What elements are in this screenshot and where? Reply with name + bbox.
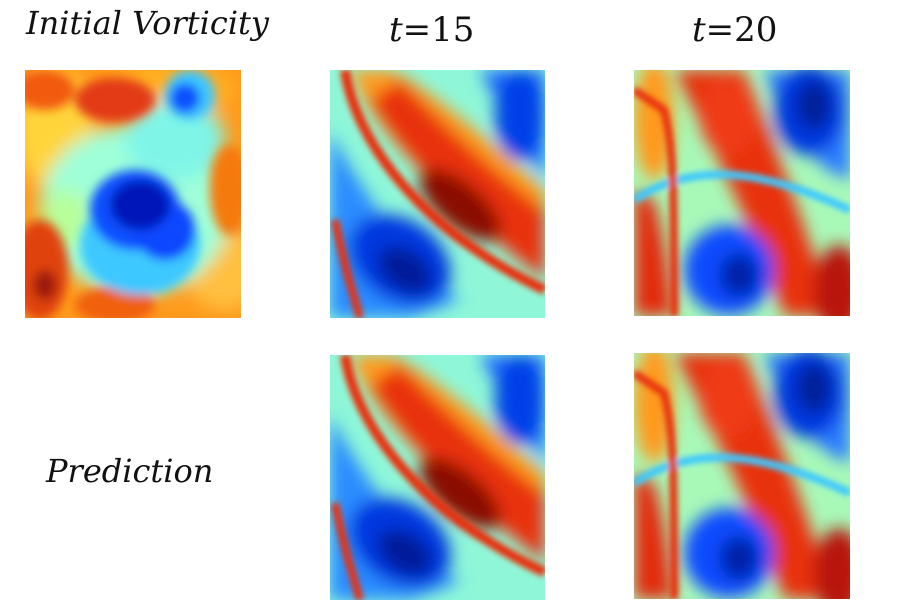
prediction-label: Prediction xyxy=(46,452,214,490)
vorticity-field-t20-prediction xyxy=(634,353,850,599)
time-value: =20 xyxy=(705,10,778,50)
vorticity-field-t15-ground-truth xyxy=(330,70,545,318)
column-title-t15: t=15 xyxy=(389,10,474,50)
column-title-t20: t=20 xyxy=(692,10,777,50)
time-value: =15 xyxy=(402,10,475,50)
time-variable: t xyxy=(389,10,403,50)
initial-vorticity-label: Initial Vorticity xyxy=(26,4,269,42)
vorticity-field-t15-prediction xyxy=(330,355,545,600)
time-variable: t xyxy=(692,10,706,50)
initial-vorticity-field xyxy=(25,70,241,318)
vorticity-field-t20-ground-truth xyxy=(634,70,850,316)
